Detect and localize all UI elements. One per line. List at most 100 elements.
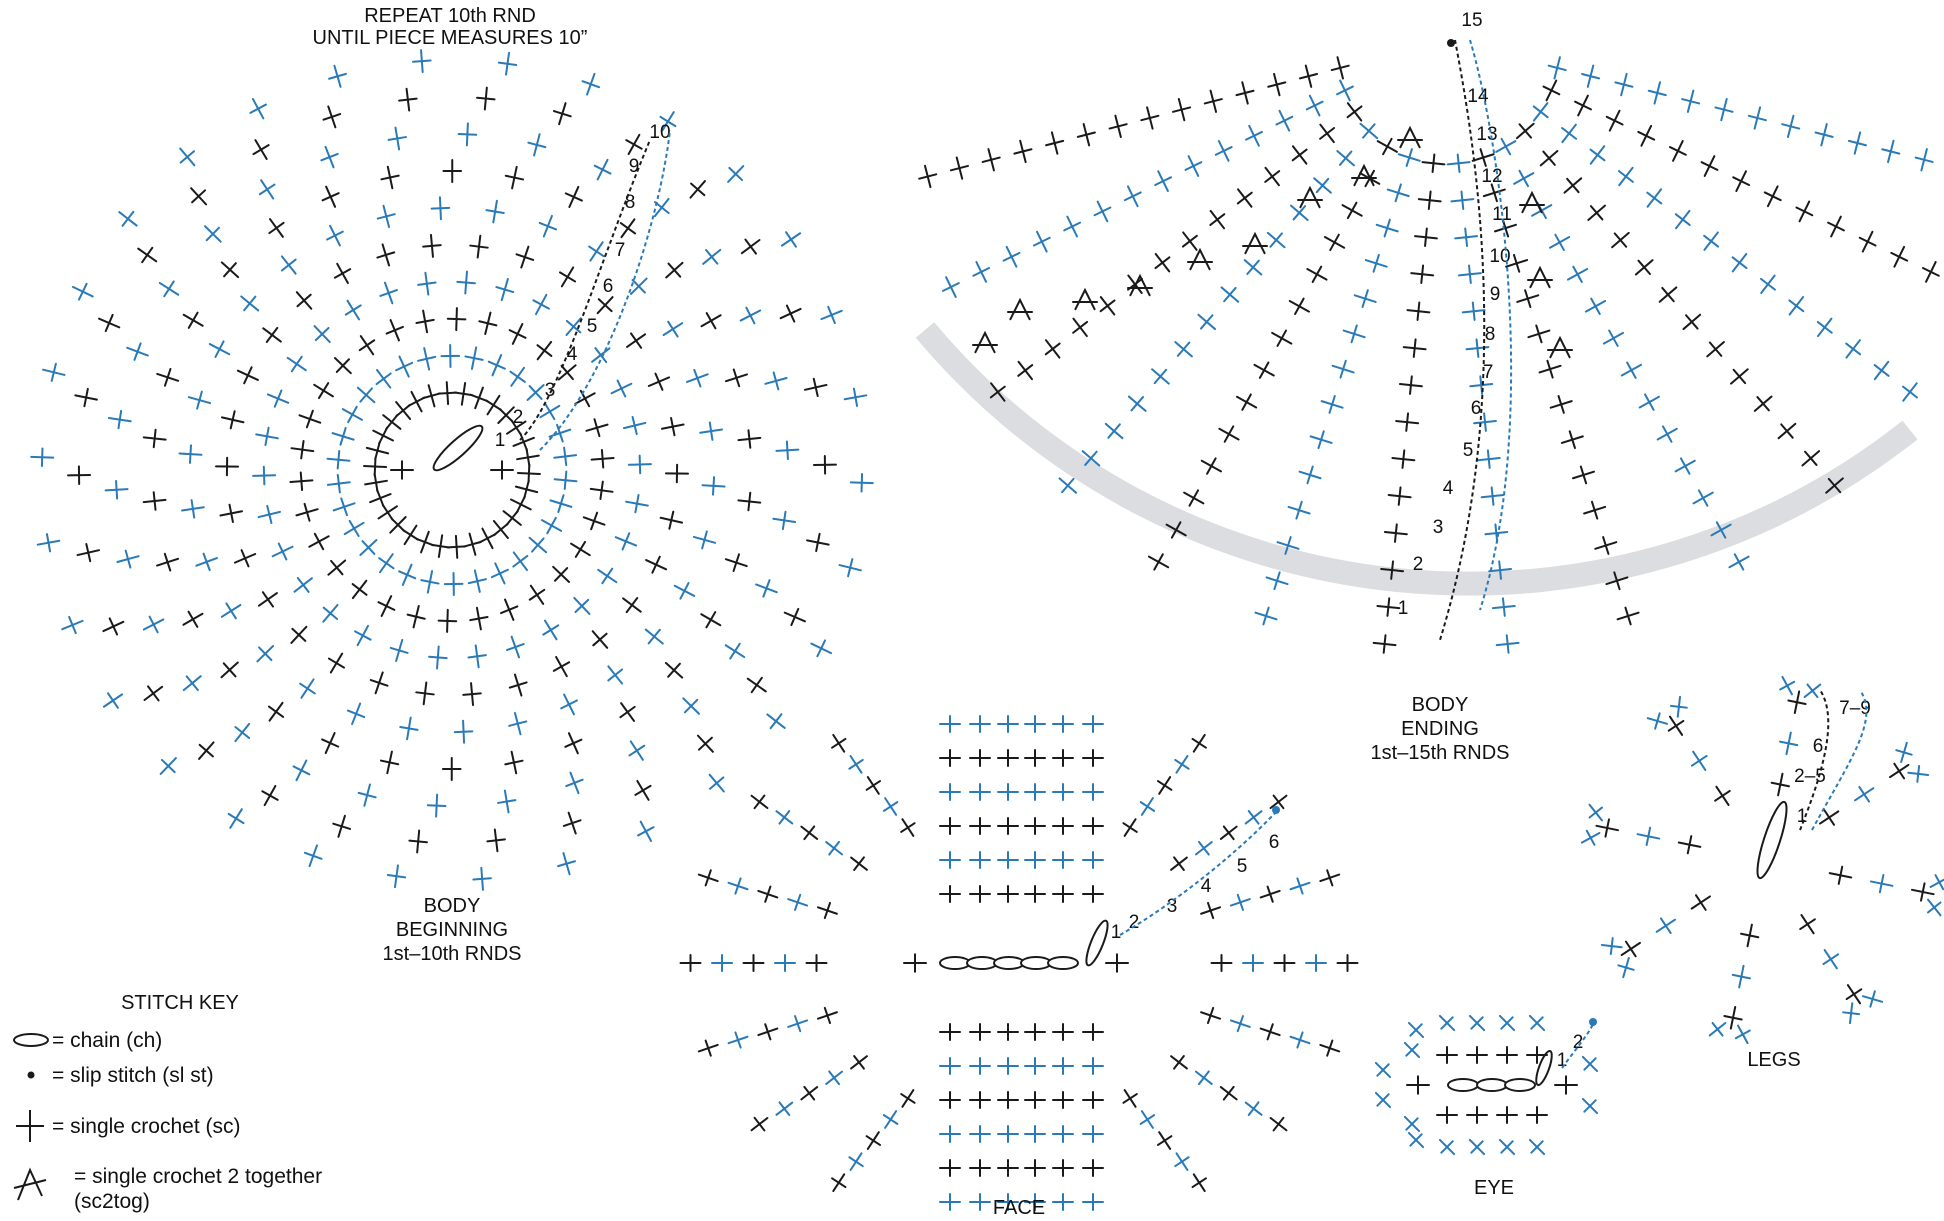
single-crochet-stitch xyxy=(1181,231,1198,251)
single-crochet-stitch xyxy=(1583,500,1607,520)
single-crochet-stitch xyxy=(1814,123,1834,147)
chain-stitch xyxy=(1756,800,1788,880)
round-number-label: 6 xyxy=(1269,832,1280,853)
single-crochet-stitch xyxy=(1571,465,1595,485)
single-crochet-stitch xyxy=(469,386,489,410)
single-crochet-stitch xyxy=(343,519,365,538)
single-crochet-stitch xyxy=(1052,1159,1074,1177)
key-chain-label: = chain (ch) xyxy=(52,1029,162,1052)
single-crochet-stitch xyxy=(850,856,868,871)
single-crochet-stitch xyxy=(1364,253,1388,273)
single-crochet-stitch xyxy=(415,681,435,706)
round-number-label: 9 xyxy=(1490,284,1501,305)
single-crochet-stitch xyxy=(1438,1014,1456,1032)
single-crochet-stitch xyxy=(774,954,796,972)
round-number-label: 4 xyxy=(1443,478,1454,499)
single-crochet-stitch xyxy=(1264,166,1281,187)
single-crochet-stitch xyxy=(588,241,605,262)
single-crochet-stitch xyxy=(527,133,547,157)
single-crochet-stitch xyxy=(1516,289,1540,309)
body-beginning-subtitle: BEGINNING xyxy=(396,919,508,941)
single-crochet-stitch xyxy=(1271,329,1293,347)
single-crochet-stitch xyxy=(700,611,722,629)
single-crochet-stitch xyxy=(1636,826,1661,846)
single-crochet-stitch xyxy=(510,495,532,514)
single-crochet-stitch xyxy=(724,642,746,660)
single-crochet-stitch xyxy=(1210,954,1233,972)
single-crochet-stitch xyxy=(219,503,244,523)
single-crochet-stitch xyxy=(1779,675,1796,696)
single-crochet-stitch xyxy=(357,783,377,807)
single-crochet-stitch xyxy=(1024,1057,1046,1075)
single-crochet-stitch xyxy=(1488,560,1513,580)
single-crochet-stitch xyxy=(1194,1070,1213,1086)
single-crochet-stitch xyxy=(939,1159,961,1177)
single-crochet-stitch xyxy=(757,1023,779,1041)
key-sc2tog-abbrev: (sc2tog) xyxy=(74,1190,150,1213)
single-crochet-stitch xyxy=(665,261,684,279)
single-crochet-stitch xyxy=(417,347,437,371)
single-crochet-stitch xyxy=(1611,231,1630,249)
single-crochet-stitch xyxy=(1122,1089,1138,1108)
single-crochet-stitch xyxy=(295,502,319,522)
single-crochet-stitch xyxy=(462,682,482,707)
single-crochet-stitch xyxy=(727,877,749,895)
single-crochet-stitch xyxy=(1024,1091,1046,1109)
single-crochet-stitch xyxy=(701,476,726,496)
single-crochet-stitch xyxy=(565,771,584,795)
single-crochet-stitch xyxy=(972,261,991,283)
single-crochet-stitch xyxy=(1581,1055,1599,1073)
single-crochet-stitch xyxy=(997,1159,1019,1177)
single-crochet-stitch xyxy=(1076,123,1096,147)
sc2tog-stitch xyxy=(1007,297,1033,321)
single-crochet-stitch xyxy=(843,387,868,407)
single-crochet-stitch xyxy=(1682,313,1702,331)
single-crochet-stitch xyxy=(939,851,961,869)
single-crochet-stitch xyxy=(647,372,671,391)
single-crochet-stitch xyxy=(1801,450,1821,467)
single-crochet-stitch xyxy=(107,409,132,430)
single-crochet-stitch xyxy=(1710,521,1732,539)
single-crochet-stitch xyxy=(1052,749,1074,767)
single-crochet-stitch xyxy=(596,296,614,315)
single-crochet-stitch xyxy=(1342,324,1366,344)
single-crochet-stitch xyxy=(379,281,398,305)
single-crochet-stitch xyxy=(1658,286,1678,303)
single-crochet-stitch xyxy=(739,306,762,325)
single-crochet-stitch xyxy=(779,304,802,323)
single-crochet-stitch xyxy=(467,644,487,669)
single-crochet-stitch xyxy=(240,295,260,312)
single-crochet-stitch xyxy=(536,340,553,361)
single-crochet-stitch xyxy=(1194,840,1213,856)
single-crochet-stitch xyxy=(553,446,578,467)
single-crochet-stitch xyxy=(389,516,407,534)
single-crochet-stitch xyxy=(1372,634,1397,654)
sc2tog-stitch xyxy=(1242,231,1268,255)
single-crochet-stitch xyxy=(261,784,279,807)
single-crochet-stitch xyxy=(182,610,204,628)
single-crochet-stitch xyxy=(1602,329,1625,347)
single-crochet-stitch xyxy=(457,122,478,147)
single-crochet-stitch xyxy=(552,565,571,583)
single-crochet-stitch xyxy=(387,126,407,151)
round-number-label: 2 xyxy=(513,407,524,428)
single-crochet-stitch xyxy=(1336,150,1356,167)
single-crochet-stitch xyxy=(1763,185,1782,208)
single-crochet-stitch xyxy=(997,1091,1019,1109)
single-crochet-stitch xyxy=(1398,375,1423,395)
single-crochet-stitch xyxy=(1563,177,1583,194)
single-crochet-stitch xyxy=(1214,140,1233,162)
single-crochet-stitch xyxy=(1151,368,1170,385)
single-crochet-stitch xyxy=(1024,1125,1046,1143)
single-crochet-stitch xyxy=(1407,1021,1425,1039)
body-beginning-title: BODY xyxy=(424,895,481,917)
chain-stitch xyxy=(966,956,998,970)
single-crochet-stitch xyxy=(570,540,591,558)
single-crochet-stitch xyxy=(1184,155,1203,177)
single-crochet-stitch xyxy=(882,1110,899,1129)
single-crochet-stitch xyxy=(504,165,525,190)
single-crochet-stitch xyxy=(1082,851,1104,869)
single-crochet-stitch xyxy=(1827,215,1845,238)
single-crochet-stitch xyxy=(508,711,528,736)
single-crochet-stitch xyxy=(497,51,518,76)
